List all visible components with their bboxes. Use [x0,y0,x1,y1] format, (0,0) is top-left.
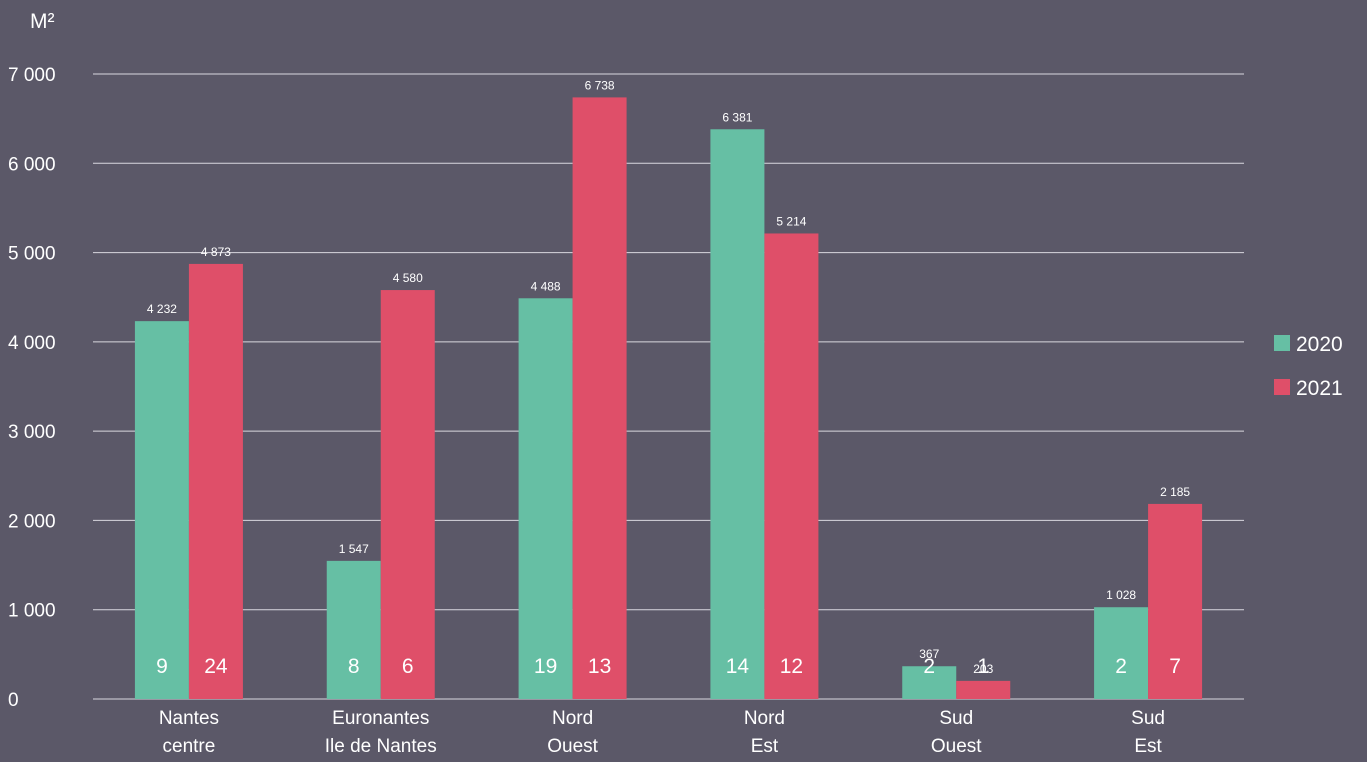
y-tick-label: 2 000 [8,511,56,532]
x-category-label: Nord [552,708,593,729]
bar-2020 [326,560,381,699]
bar-2020 [1094,607,1149,699]
bar-value-label: 203 [973,662,993,676]
bar-2021 [1148,503,1203,699]
x-category-label: Euronantes [332,708,429,729]
bar-value-label: 6 738 [585,78,615,92]
bar-value-label: 6 381 [722,110,752,124]
bar-value-label: 4 488 [531,279,561,293]
x-category-label: Sud [1131,708,1165,729]
bar-count-label: 2 [923,655,935,678]
bar-count-label: 14 [726,655,750,678]
bar-value-label: 5 214 [776,214,806,228]
x-category-label: Ouest [547,736,598,757]
bar-count-label: 9 [156,655,168,678]
y-axis: 0 1 000 2 000 3 000 4 000 5 000 6 000 7 000 [8,65,56,711]
x-category-label: centre [163,736,216,757]
x-category-label: Est [751,736,779,757]
legend: 2020 2021 [1274,333,1343,400]
bar-value-label: 2 185 [1160,485,1190,499]
gridlines [93,73,1244,700]
bar-2021 [956,680,1011,699]
x-category-label: Nantes [159,708,219,729]
y-tick-label: 3 000 [8,422,56,443]
x-category-label: Sud [939,708,973,729]
bar-count-label: 24 [204,655,228,678]
y-tick-label: 6 000 [8,154,56,175]
bar-value-label: 1 028 [1106,588,1136,602]
legend-swatch-2020 [1274,335,1290,351]
legend-label: 2021 [1296,377,1343,400]
x-category-label: Nord [744,708,785,729]
bar-count-label: 19 [534,655,557,678]
bar-value-label: 4 873 [201,245,231,259]
bar-2020 [134,321,189,699]
bar-value-label: 4 580 [393,271,423,285]
y-tick-label: 5 000 [8,244,56,265]
legend-swatch-2021 [1274,379,1290,395]
y-tick-label: 1 000 [8,601,56,622]
bar-count-label: 12 [780,655,803,678]
x-axis: Nantes centre Euronantes Ile de Nantes Nord O… [159,708,1165,757]
x-category-label: Est [1134,736,1162,757]
bar-value-label: 1 547 [339,542,369,556]
y-axis-unit-label: M² [30,10,55,33]
bar-2021 [380,290,435,699]
bar-2020 [902,666,957,699]
bar-2021 [764,233,819,699]
bar-2020 [710,129,765,700]
y-tick-label: 7 000 [8,65,56,86]
bar-count-label: 6 [402,655,414,678]
bar-count-label: 8 [348,655,360,678]
bar-value-label: 367 [919,647,939,661]
bar-2021 [188,263,243,699]
bar-value-label: 4 232 [147,302,177,316]
bar-2021 [572,97,627,699]
bar-count-label: 1 [977,655,989,678]
y-tick-label: 4 000 [8,333,56,354]
bar-2020 [518,298,573,699]
x-category-label: Ouest [931,736,982,757]
y-tick-label: 0 [8,690,19,711]
bar-count-label: 2 [1115,655,1127,678]
x-category-label: Ile de Nantes [325,736,437,757]
bar-count-label: 13 [588,655,611,678]
bar-count-label: 7 [1169,655,1181,678]
legend-label: 2020 [1296,333,1343,356]
